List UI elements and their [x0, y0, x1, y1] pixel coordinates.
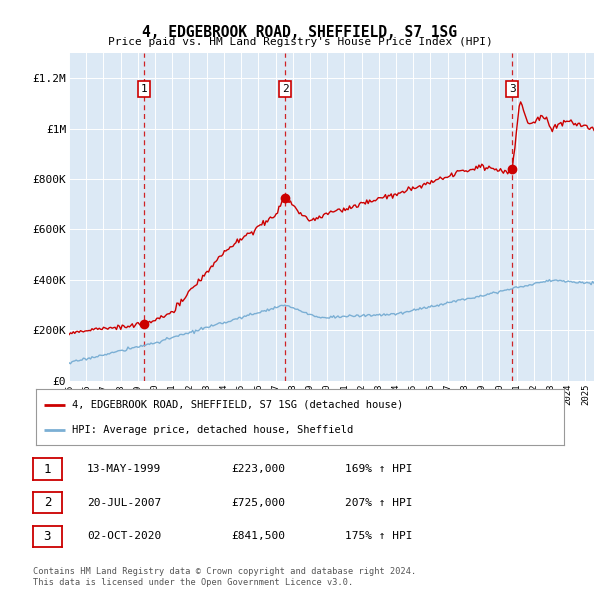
Text: 4, EDGEBROOK ROAD, SHEFFIELD, S7 1SG: 4, EDGEBROOK ROAD, SHEFFIELD, S7 1SG [143, 25, 458, 40]
Text: £725,000: £725,000 [231, 498, 285, 507]
Text: 20-JUL-2007: 20-JUL-2007 [87, 498, 161, 507]
Text: HPI: Average price, detached house, Sheffield: HPI: Average price, detached house, Shef… [72, 425, 353, 435]
Text: Contains HM Land Registry data © Crown copyright and database right 2024.
This d: Contains HM Land Registry data © Crown c… [33, 568, 416, 586]
Text: Price paid vs. HM Land Registry's House Price Index (HPI): Price paid vs. HM Land Registry's House … [107, 38, 493, 47]
Text: £223,000: £223,000 [231, 464, 285, 474]
Text: £841,500: £841,500 [231, 532, 285, 541]
Text: 1: 1 [141, 84, 148, 94]
Text: 175% ↑ HPI: 175% ↑ HPI [345, 532, 413, 541]
Text: 02-OCT-2020: 02-OCT-2020 [87, 532, 161, 541]
Text: 207% ↑ HPI: 207% ↑ HPI [345, 498, 413, 507]
Text: 1: 1 [44, 463, 51, 476]
Text: 3: 3 [509, 84, 515, 94]
Text: 3: 3 [44, 530, 51, 543]
Text: 2: 2 [281, 84, 289, 94]
Text: 169% ↑ HPI: 169% ↑ HPI [345, 464, 413, 474]
Text: 2: 2 [44, 496, 51, 509]
Text: 4, EDGEBROOK ROAD, SHEFFIELD, S7 1SG (detached house): 4, EDGEBROOK ROAD, SHEFFIELD, S7 1SG (de… [72, 399, 403, 409]
Text: 13-MAY-1999: 13-MAY-1999 [87, 464, 161, 474]
